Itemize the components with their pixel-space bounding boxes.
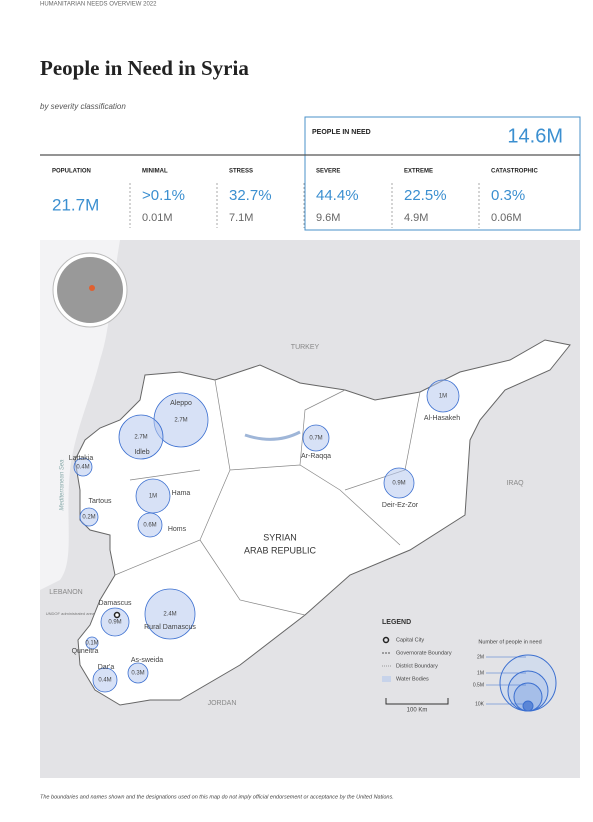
sea-label: Mediterranean Sea xyxy=(60,459,66,511)
bubble-value: 0.4M xyxy=(98,678,111,684)
bubble-legend xyxy=(522,700,534,712)
stat-value: >0.1% xyxy=(142,187,185,204)
legend-item: Water Bodies xyxy=(396,676,429,682)
stat-value: 44.4% xyxy=(316,187,359,204)
top-label: HUMANITARIAN NEEDS OVERVIEW 2022 xyxy=(40,2,157,8)
governorate-name: Ar-Raqqa xyxy=(301,453,331,460)
governorate-name: As-sweida xyxy=(131,657,163,664)
capital xyxy=(113,611,121,619)
bubble-value: 0.6M xyxy=(143,523,156,529)
lake xyxy=(244,430,301,441)
stat-label: SEVERE xyxy=(316,169,340,175)
stat-label: CATASTROPHIC xyxy=(491,169,538,175)
bubble-value: 0.9M xyxy=(392,481,405,487)
legend-item: Governorate Boundary xyxy=(396,650,452,656)
governorate-name: Damascus xyxy=(98,600,132,607)
governorate-name: Quneitra xyxy=(72,648,99,655)
subtitle: by severity classification xyxy=(40,102,126,111)
pin-box xyxy=(304,116,581,231)
stat-label: STRESS xyxy=(229,169,253,175)
stat-sub: 9.6M xyxy=(316,212,340,224)
governorate-name: Idleb xyxy=(134,449,149,456)
map: TURKEY IRAQ LEBANON JORDAN Mediterranean… xyxy=(40,240,580,778)
governorate-name: Lattakia xyxy=(69,455,94,462)
bubble-value: 0.3M xyxy=(131,671,144,677)
bubble xyxy=(100,607,130,637)
governorate-name: Aleppo xyxy=(170,400,192,407)
governorate-name: Al-Hasakeh xyxy=(424,415,460,422)
legend-title: LEGEND xyxy=(382,619,411,626)
bubble-size: 0.5M xyxy=(473,682,484,688)
pin-value: 14.6M xyxy=(507,125,563,147)
stat-sub: 0.06M xyxy=(491,212,522,224)
country-name: ARAB REPUBLIC xyxy=(244,545,317,555)
pin-label: PEOPLE IN NEED xyxy=(312,129,371,136)
bubble xyxy=(383,467,415,499)
bubble xyxy=(302,424,330,452)
governorate-name: Dar'a xyxy=(98,664,115,671)
scale-label: 100 Km xyxy=(407,708,428,714)
legend-icon xyxy=(382,636,390,644)
bubble-value: 2.4M xyxy=(163,612,176,618)
bubble-value: 1M xyxy=(439,394,447,400)
bubble xyxy=(73,457,93,477)
globe-marker xyxy=(89,285,95,291)
stat-value: 0.3% xyxy=(491,187,525,204)
bubble-size: 1M xyxy=(477,670,484,676)
legend-icon xyxy=(382,676,391,682)
bubble xyxy=(426,379,460,413)
legend-item: District Boundary xyxy=(396,663,438,669)
governorate-name: Deir-Ez-Zor xyxy=(382,502,419,509)
stat-label: EXTREME xyxy=(404,169,433,175)
bubble-leaders xyxy=(486,656,526,705)
governorate-name: Tartous xyxy=(89,498,112,505)
bubble xyxy=(118,414,164,460)
governorate-name: Rural Damascus xyxy=(144,624,196,631)
bubble-value: 0.9M xyxy=(108,620,121,626)
country-label: JORDAN xyxy=(208,700,237,707)
bubble xyxy=(79,507,99,527)
footer: The boundaries and names shown and the d… xyxy=(40,794,394,800)
stat-value: 22.5% xyxy=(404,187,447,204)
bubble-value: 1M xyxy=(149,494,157,500)
bubble-value: 0.7M xyxy=(309,436,322,442)
country-label: LEBANON xyxy=(49,589,82,596)
country-label: TURKEY xyxy=(291,344,320,351)
governorate-name: Homs xyxy=(168,526,187,533)
bubble-value: 2.7M xyxy=(174,418,187,424)
undof-label: UNDOF administrated area xyxy=(46,611,95,616)
bubble xyxy=(92,667,118,693)
sea xyxy=(40,240,120,590)
stat-sub: 0.01M xyxy=(142,212,173,224)
stat-sub: 4.9M xyxy=(404,212,428,224)
bubble-legend-title: Number of people in need xyxy=(478,639,541,645)
title: People in Need in Syria xyxy=(40,56,249,80)
scale-bar xyxy=(385,698,449,705)
stat-label: POPULATION xyxy=(52,169,91,175)
bubble xyxy=(85,636,99,650)
bubble-size: 2M xyxy=(477,654,484,660)
governorates: 2.7M Aleppo 2.7M Idleb 0.4M Lattakia 0.2M Tarto… xyxy=(69,379,460,693)
stat-value: 21.7M xyxy=(52,195,99,214)
bubble-value: 0.1M xyxy=(85,641,98,647)
bubble-size: 10K xyxy=(475,701,485,707)
bubble-value: 0.4M xyxy=(76,465,89,471)
country-label: IRAQ xyxy=(506,480,524,487)
bubble xyxy=(127,662,149,684)
stat-label: MINIMAL xyxy=(142,169,168,175)
bubble xyxy=(137,512,163,538)
stats: POPULATION 21.7M MINIMAL >0.1% 0.01M STRESS 32… xyxy=(52,169,538,228)
legend-item: Capital City xyxy=(396,637,424,643)
bubble xyxy=(144,588,196,640)
country-name: SYRIAN xyxy=(263,532,297,542)
governorate-name: Hama xyxy=(172,490,191,497)
stat-value: 32.7% xyxy=(229,187,272,204)
bubble-value: 2.7M xyxy=(134,435,147,441)
bubble-value: 0.2M xyxy=(82,515,95,521)
stat-sub: 7.1M xyxy=(229,212,253,224)
